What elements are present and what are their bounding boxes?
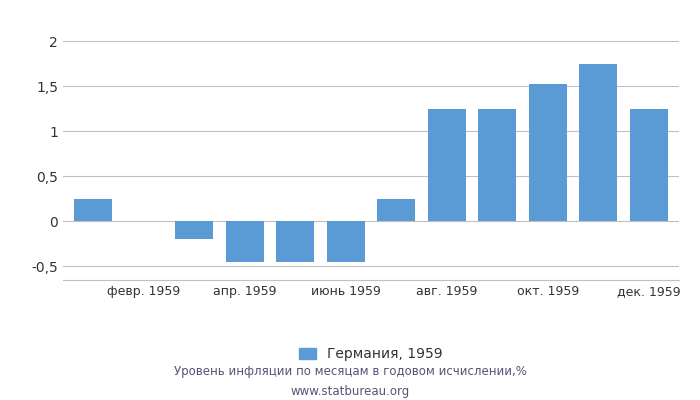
Legend: Германия, 1959: Германия, 1959 [294,342,448,367]
Bar [528,84,567,221]
Bar [74,199,112,221]
Bar [377,199,415,221]
Bar [580,64,617,221]
Bar [175,221,214,240]
Bar [226,221,264,262]
Text: www.statbureau.org: www.statbureau.org [290,386,410,398]
Bar [478,109,516,221]
Bar [630,109,668,221]
Text: Уровень инфляции по месяцам в годовом исчислении,%: Уровень инфляции по месяцам в годовом ис… [174,366,526,378]
Bar [327,221,365,262]
Bar [428,109,466,221]
Bar [276,221,314,262]
